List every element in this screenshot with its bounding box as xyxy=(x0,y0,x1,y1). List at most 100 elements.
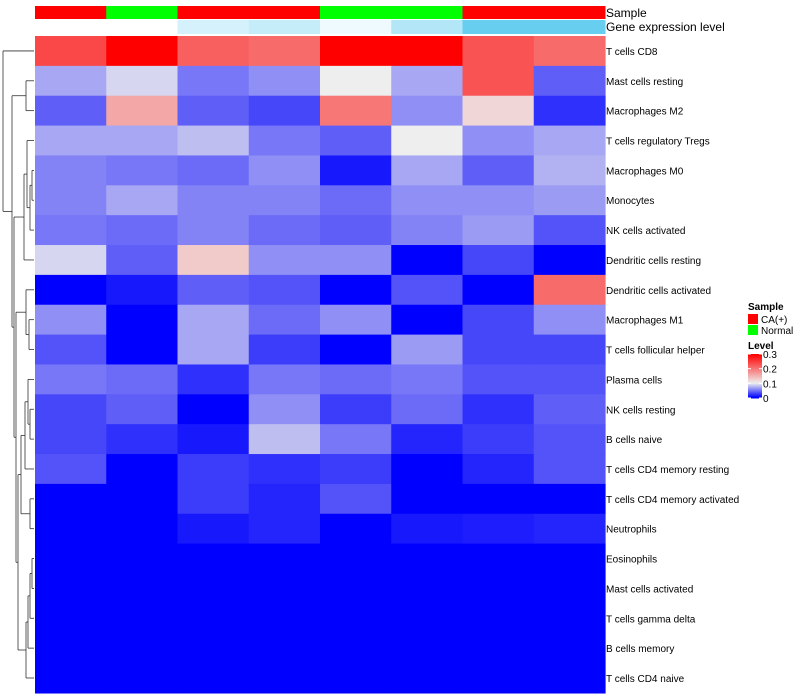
heatmap-cell xyxy=(391,185,464,216)
legend-colorbar-step xyxy=(748,367,762,369)
heatmap-cell xyxy=(462,633,535,664)
heatmap-cell xyxy=(248,65,321,97)
heatmap-cell xyxy=(248,95,321,127)
legend-colorbar-step xyxy=(748,380,762,382)
heatmap-cell xyxy=(462,543,535,575)
heatmap-cell xyxy=(248,36,321,67)
sample-annotation-cell xyxy=(35,6,107,19)
heatmap-cell xyxy=(391,65,464,97)
row-dendrogram xyxy=(2,50,34,679)
heatmap-cell xyxy=(462,65,535,97)
heatmap-cell xyxy=(177,424,250,455)
heatmap-cell xyxy=(106,155,179,186)
heatmap-cell xyxy=(248,334,321,366)
heatmap-cell xyxy=(462,454,535,485)
heatmap-cell xyxy=(177,543,250,575)
heatmap-cell xyxy=(35,663,107,694)
gene-expression-annotation-cell xyxy=(320,20,392,34)
heatmap-cell xyxy=(320,513,392,545)
heatmap-cell xyxy=(320,454,392,485)
heatmap-cell xyxy=(533,185,606,216)
heatmap-cell xyxy=(391,274,464,306)
heatmap-cell xyxy=(35,65,107,97)
legend-colorbar-step xyxy=(748,383,762,385)
sample-annotation-cell xyxy=(462,6,535,19)
legend-colorbar-step xyxy=(748,370,762,372)
heatmap-cell xyxy=(35,543,107,575)
heatmap-cell xyxy=(320,543,392,575)
heatmap-cell xyxy=(106,483,179,515)
legend-colorbar-step xyxy=(748,354,762,356)
legend-colorbar-step xyxy=(748,371,762,373)
legend-colorbar-step xyxy=(748,364,762,366)
row-label: Mast cells activated xyxy=(606,584,693,595)
heatmap-cell xyxy=(533,36,606,67)
heatmap-cell xyxy=(177,394,250,425)
heatmap-cell xyxy=(320,364,392,395)
heatmap-cell xyxy=(320,603,392,634)
heatmap-cell xyxy=(248,274,321,306)
heatmap-cell xyxy=(320,304,392,336)
heatmap-cell xyxy=(462,125,535,157)
heatmap-cell xyxy=(177,573,250,604)
heatmap-cell xyxy=(106,245,179,276)
sample-annotation-cell xyxy=(106,6,178,19)
heatmap-cell xyxy=(35,36,107,67)
sample-annotation-cell xyxy=(533,6,606,19)
heatmap-cell xyxy=(462,483,535,515)
heatmap-cell xyxy=(106,304,179,336)
heatmap-cell xyxy=(391,334,464,366)
heatmap-cell xyxy=(248,304,321,336)
heatmap-cell xyxy=(391,394,464,425)
heatmap-cell xyxy=(177,633,250,664)
heatmap-cell xyxy=(106,394,179,425)
row-label: Dendritic cells activated xyxy=(606,286,711,297)
heatmap-cell xyxy=(35,245,107,276)
heatmap-cell xyxy=(248,513,321,545)
heatmap-cell xyxy=(35,633,107,664)
heatmap-cell xyxy=(533,513,606,545)
heatmap-cell xyxy=(106,36,179,67)
heatmap-cell xyxy=(248,185,321,216)
gene-expression-annotation-cell xyxy=(248,20,321,34)
heatmap-cell xyxy=(320,65,392,97)
heatmap-cell xyxy=(177,454,250,485)
heatmap-cell xyxy=(533,454,606,485)
heatmap-cell xyxy=(533,304,606,336)
legend-colorbar-step xyxy=(748,360,762,362)
heatmap-cell xyxy=(391,543,464,575)
heatmap-cell xyxy=(106,603,179,634)
heatmap-cell xyxy=(35,513,107,545)
heatmap-cell xyxy=(35,185,107,216)
row-label: T cells CD4 memory resting xyxy=(606,465,729,476)
heatmap-cell xyxy=(462,424,535,455)
heatmap-cell xyxy=(320,334,392,366)
heatmap-cell xyxy=(35,483,107,515)
legend-colorbar-step xyxy=(748,365,762,367)
heatmap-cell xyxy=(177,274,250,306)
heatmap-cell xyxy=(248,543,321,575)
heatmap-cell xyxy=(35,394,107,425)
legend-colorbar-step xyxy=(748,355,762,357)
row-label: T cells CD8 xyxy=(606,47,658,58)
heatmap-cell xyxy=(320,36,392,67)
row-label: B cells naive xyxy=(606,435,663,446)
heatmap-cell xyxy=(391,95,464,127)
heatmap-cell xyxy=(533,364,606,395)
legend-colorbar-step xyxy=(748,385,762,387)
heatmap-cell xyxy=(177,304,250,336)
legend-colorbar-step xyxy=(748,381,762,383)
heatmap-cell xyxy=(462,573,535,604)
heatmap-cell xyxy=(462,513,535,545)
heatmap-cell xyxy=(462,155,535,186)
heatmap-cell xyxy=(248,424,321,455)
heatmap-cell xyxy=(533,543,606,575)
heatmap-cell xyxy=(106,65,179,97)
legend-colorbar-step xyxy=(748,397,762,399)
heatmap-cell xyxy=(391,633,464,664)
legend-colorbar-step xyxy=(748,391,762,393)
heatmap-cell xyxy=(462,245,535,276)
heatmap-cell xyxy=(533,334,606,366)
heatmap-cell xyxy=(35,573,107,604)
heatmap-cell xyxy=(106,185,179,216)
